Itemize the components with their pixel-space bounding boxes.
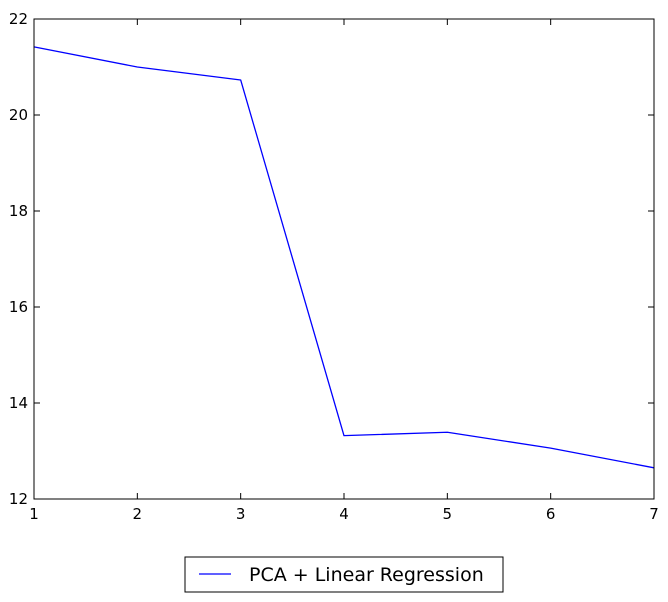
legend-label-pca-linear-regression: PCA + Linear Regression bbox=[249, 564, 484, 586]
y-tick-label: 16 bbox=[9, 298, 28, 316]
x-tick-label: 6 bbox=[546, 505, 556, 523]
x-tick-label: 1 bbox=[29, 505, 39, 523]
x-tick-label: 2 bbox=[133, 505, 143, 523]
y-tick-label: 22 bbox=[9, 10, 28, 28]
y-axis-ticks: 12 14 16 18 20 22 bbox=[9, 10, 654, 508]
x-tick-label: 7 bbox=[649, 505, 659, 523]
legend: PCA + Linear Regression bbox=[184, 556, 504, 593]
y-tick-label: 20 bbox=[9, 106, 28, 124]
x-tick-label: 3 bbox=[236, 505, 246, 523]
x-tick-label: 4 bbox=[339, 505, 349, 523]
y-tick-label: 18 bbox=[9, 202, 28, 220]
y-tick-label: 14 bbox=[9, 394, 28, 412]
series-line-0 bbox=[33, 46, 655, 469]
legend-box bbox=[184, 556, 504, 593]
x-tick-label: 5 bbox=[443, 505, 453, 523]
series-layer bbox=[33, 46, 655, 469]
x-axis-ticks: 1 2 3 4 5 6 7 bbox=[29, 19, 659, 523]
y-tick-label: 12 bbox=[9, 490, 28, 508]
